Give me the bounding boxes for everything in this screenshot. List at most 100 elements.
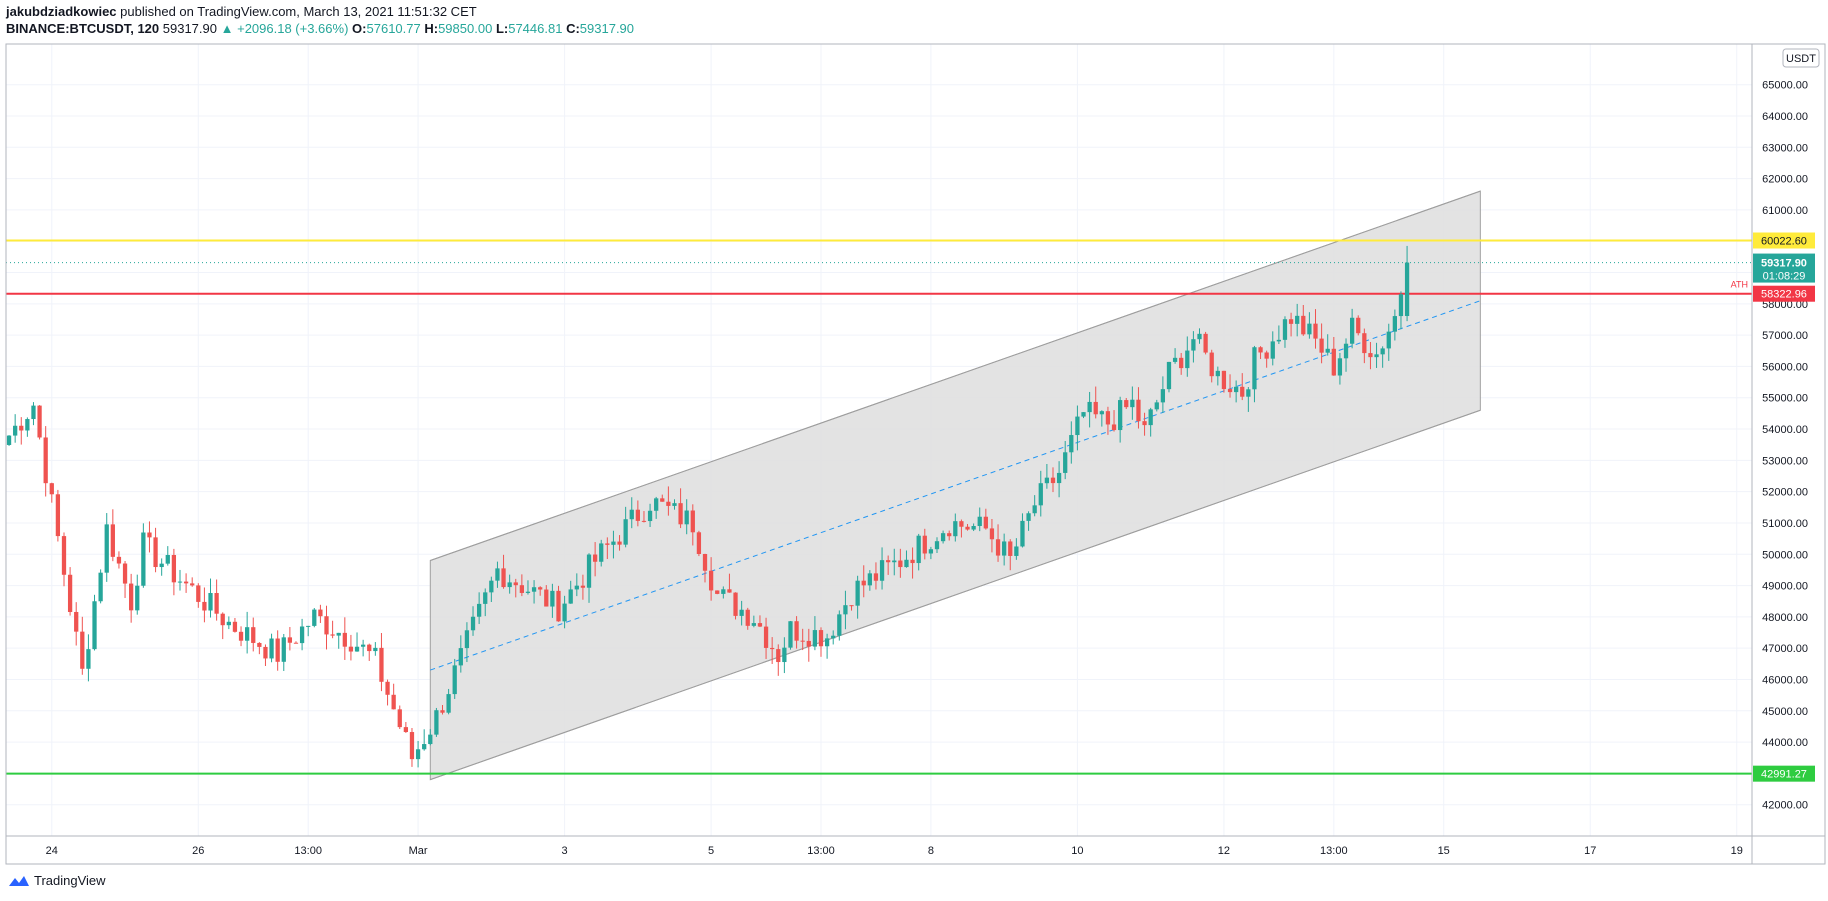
x-tick-label: 12 [1218,845,1230,857]
channel-lower-line[interactable] [430,409,1481,781]
candle-body [287,637,293,643]
candle-body [1404,262,1410,317]
candle-body [342,632,347,647]
candle-body [1258,347,1263,353]
candle-body [1044,477,1050,484]
candle-body [1191,339,1196,351]
y-tick-label: 47000.00 [1762,643,1808,655]
candle-body [1343,343,1349,359]
candle-body [165,554,170,564]
candle-body [513,582,518,586]
channel-midline[interactable] [430,300,1481,671]
candle-body [1325,348,1330,353]
candle-body [104,524,109,573]
candle-body [989,528,995,540]
candle-body [501,568,506,588]
author-name[interactable]: jakubdziadkowiec [6,4,117,19]
footer-brand[interactable]: TradingView [8,873,106,888]
candle-body [281,637,286,662]
candle-body [867,573,872,586]
candle-body [806,640,811,647]
low-value: 57446.81 [508,21,563,36]
candle-body [782,647,787,663]
candle-body [934,541,940,550]
candle-body [1307,323,1312,335]
candle-body [159,563,164,568]
candle-body [586,554,592,588]
candle-body [562,603,567,622]
candle-body [1002,541,1007,556]
candle-body [330,634,335,636]
candles [6,245,1410,768]
candle-body [971,526,976,530]
x-tick-label: 26 [192,845,204,857]
candle-body [196,585,201,602]
countdown-label: 01:08:29 [1763,271,1806,283]
candle-body [1356,317,1361,334]
candle-body [678,503,683,525]
y-tick-label: 65000.00 [1762,80,1808,92]
candle-body [153,537,158,568]
candle-body [580,585,586,588]
candle-body [800,640,805,642]
candle-body [1172,357,1178,362]
time-axis[interactable]: 24 26 13:00 Mar 3 5 13:00 8 10 12 13:00 15 17 19 [46,845,1743,857]
candle-body [574,585,579,590]
y-tick-label: 48000.00 [1762,612,1808,624]
horizontal-levels[interactable] [6,239,1752,775]
price-tag-label: 42991.27 [1761,769,1807,781]
y-tick-label: 49000.00 [1762,581,1808,593]
channel-upper-line[interactable] [430,190,1481,561]
candle-body [629,509,634,520]
candle-body [1368,353,1373,358]
candle-body [1130,399,1135,408]
y-tick-label: 44000.00 [1762,737,1808,749]
x-tick-label: 8 [928,845,934,857]
candle-body [1301,315,1306,335]
candle-body [1179,357,1184,369]
price-tag-label: 58322.96 [1761,289,1807,301]
candle-body [666,501,671,506]
pane-border [5,43,1826,865]
currency-badge[interactable]: USDT [1782,48,1820,68]
y-tick-label: 62000.00 [1762,174,1808,186]
candle-body [1270,341,1275,359]
candle-body [1295,315,1300,324]
candle-body [824,638,830,647]
x-tick-label: 3 [562,845,568,857]
y-tick-label: 61000.00 [1762,205,1808,217]
change-text: ▲ +2096.18 (+3.66%) [220,21,349,36]
x-tick-label: 19 [1731,845,1743,857]
candle-body [727,589,732,593]
parallel-channel[interactable] [429,190,1481,781]
candle-body [67,574,73,612]
price-tag [1753,232,1815,249]
price-axis[interactable]: 42000.0043000.0044000.0045000.0046000.00… [1762,80,1808,812]
candle-body [122,563,128,584]
candle-body [1111,424,1117,431]
candle-body [1075,416,1080,436]
candle-body [1331,348,1336,376]
candle-body [440,710,445,713]
x-tick-label: 24 [46,845,58,857]
x-tick-label: 13:00 [807,845,835,857]
candle-body [751,623,756,626]
candle-body [892,560,897,563]
candle-body [556,590,561,622]
candle-body [745,609,750,626]
candle-body [354,646,360,652]
candle-body [428,734,433,745]
open-label: O: [352,21,367,36]
price-tag-label: 60022.60 [1761,236,1807,248]
candle-body [690,510,695,533]
candle-body [391,694,396,710]
close-label: C: [566,21,580,36]
candle-body [525,591,531,593]
candle-body [544,589,549,607]
candle-body [1252,347,1257,390]
open-value: 57610.77 [366,21,421,36]
candle-body [1093,401,1098,415]
y-tick-label: 42000.00 [1762,800,1808,812]
candle-body [965,526,970,530]
